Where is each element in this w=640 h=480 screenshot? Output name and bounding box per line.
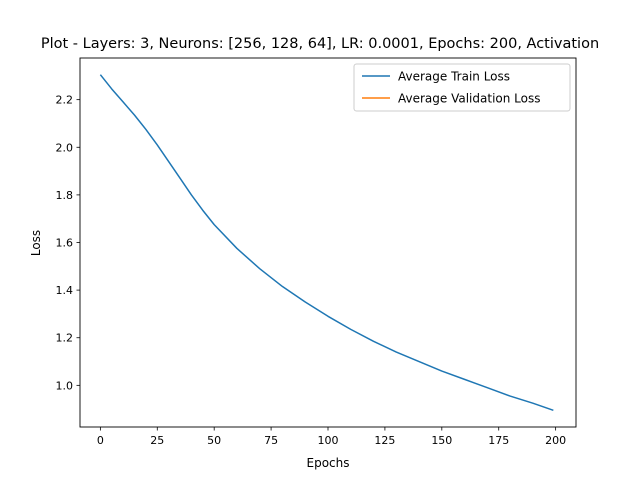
x-tick-label: 150 xyxy=(431,434,452,447)
x-tick-label: 100 xyxy=(318,434,339,447)
x-axis-ticks: 0 25 50 75 100 125 150 175 200 xyxy=(97,427,566,447)
legend-frame xyxy=(353,63,571,112)
y-axis-ticks: 1.0 1.2 1.4 1.6 1.8 2.0 2.2 xyxy=(56,94,80,392)
plot-area-frame xyxy=(79,57,577,428)
x-tick-label: 0 xyxy=(97,434,104,447)
y-tick-label: 1.6 xyxy=(56,237,74,250)
y-tick-label: 1.4 xyxy=(56,284,74,297)
y-tick-label: 1.0 xyxy=(56,379,74,392)
y-tick-label: 2.0 xyxy=(56,141,74,154)
y-tick-label: 2.2 xyxy=(56,94,74,107)
x-tick-label: 25 xyxy=(150,434,164,447)
y-axis-label: Loss xyxy=(29,230,43,256)
series-line-0 xyxy=(99,74,554,412)
legend-label-validation: Average Validation Loss xyxy=(398,92,540,106)
x-tick-label: 50 xyxy=(207,434,221,447)
y-tick-label: 1.8 xyxy=(56,189,74,202)
x-tick-label: 200 xyxy=(545,434,566,447)
x-tick-label: 75 xyxy=(264,434,278,447)
legend: Average Train Loss Average Validation Lo… xyxy=(353,63,571,112)
legend-label-train: Average Train Loss xyxy=(398,70,510,84)
chart-title: Plot - Layers: 3, Neurons: [256, 128, 64… xyxy=(41,36,599,52)
x-tick-label: 175 xyxy=(488,434,509,447)
series-lines xyxy=(99,74,554,412)
x-tick-label: 125 xyxy=(374,434,395,447)
x-axis-label: Epochs xyxy=(307,456,350,470)
y-tick-label: 1.2 xyxy=(56,332,74,345)
